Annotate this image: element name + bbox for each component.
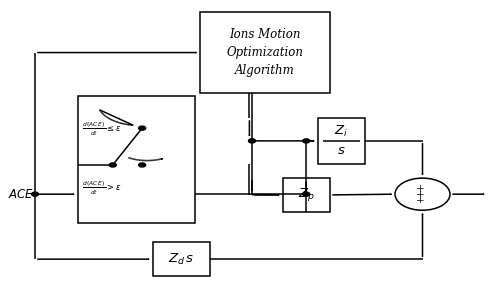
Text: $Z_{i}$: $Z_{i}$ (334, 124, 348, 139)
Bar (282, 178, 330, 212)
Text: +: + (416, 196, 424, 204)
Bar (318, 118, 365, 164)
Bar (152, 242, 210, 276)
Circle shape (248, 139, 256, 143)
Text: $\frac{d\,(ACE\,)}{dt}\leq\varepsilon$: $\frac{d\,(ACE\,)}{dt}\leq\varepsilon$ (82, 121, 122, 138)
Text: $\frac{d\,(ACE\,)}{dt}>\varepsilon$: $\frac{d\,(ACE\,)}{dt}>\varepsilon$ (82, 180, 122, 197)
Circle shape (302, 192, 310, 196)
Circle shape (138, 163, 145, 167)
Circle shape (138, 126, 145, 130)
Text: $ACE$: $ACE$ (8, 188, 34, 201)
Text: $s$: $s$ (337, 144, 345, 157)
Circle shape (109, 163, 116, 167)
Circle shape (302, 139, 310, 143)
Bar (200, 12, 330, 93)
Text: $Z_{p}$: $Z_{p}$ (298, 186, 314, 204)
Text: $Z_{d}\,s$: $Z_{d}\,s$ (168, 252, 194, 267)
Circle shape (32, 192, 38, 196)
Text: +: + (416, 184, 424, 193)
Bar (78, 96, 195, 223)
Text: +: + (416, 190, 424, 199)
Text: Ions Motion
Optimization
Algorithm: Ions Motion Optimization Algorithm (226, 28, 304, 77)
